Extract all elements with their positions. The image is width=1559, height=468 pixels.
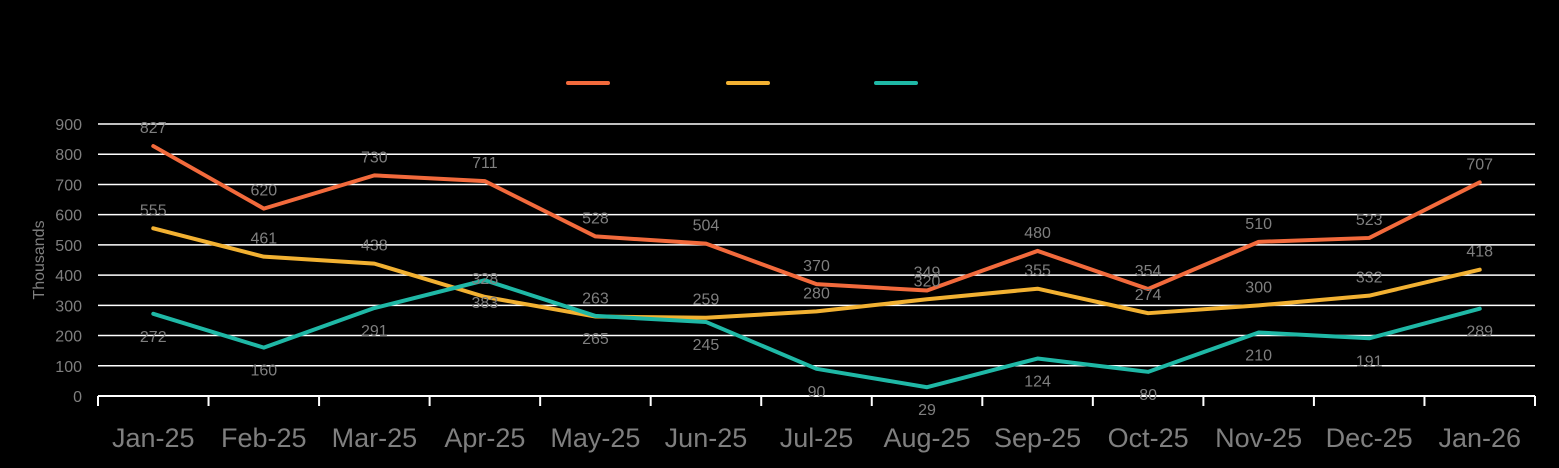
- data-label: 263: [582, 291, 609, 308]
- data-label: 354: [1135, 263, 1162, 280]
- data-label: 274: [1135, 287, 1162, 304]
- x-tick-label: May-25: [550, 423, 640, 453]
- y-tick-label: 400: [55, 268, 82, 285]
- data-label: 528: [582, 210, 609, 227]
- y-tick-label: 700: [55, 177, 82, 194]
- x-tick-label: Jan-25: [112, 423, 195, 453]
- data-label: 280: [803, 285, 830, 302]
- x-tick-label: Nov-25: [1215, 423, 1302, 453]
- data-label: 245: [693, 337, 720, 354]
- data-label: 620: [250, 183, 277, 200]
- data-label: 291: [361, 323, 388, 340]
- y-axis-ticks: 0 100 200 300 400 500 600 700 800 900: [55, 117, 82, 406]
- x-axis: Jan-25 Feb-25 Mar-25 Apr-25 May-25 Jun-25 Jul-…: [97, 395, 1536, 453]
- data-label: 289: [1466, 324, 1493, 341]
- y-tick-label: 500: [55, 238, 82, 255]
- data-label: 504: [693, 218, 720, 235]
- data-label: 328: [472, 271, 499, 288]
- y-tick-label: 900: [55, 117, 82, 134]
- data-label: 349: [914, 265, 941, 282]
- x-tick-label: Sep-25: [994, 423, 1081, 453]
- data-label: 80: [1139, 387, 1157, 404]
- y-tick-label: 600: [55, 208, 82, 225]
- y-axis-label: Thousands: [31, 220, 48, 299]
- series-line-1: [151, 144, 1482, 293]
- x-tick-label: Jul-25: [780, 423, 854, 453]
- data-label: 259: [693, 292, 720, 309]
- data-label: 90: [808, 384, 826, 401]
- series-lines: [151, 144, 1482, 390]
- data-label: 480: [1024, 225, 1051, 242]
- y-tick-label: 800: [55, 147, 82, 164]
- data-label: 730: [361, 149, 388, 166]
- y-tick-label: 200: [55, 329, 82, 346]
- data-label: 272: [140, 329, 167, 346]
- data-label: 711: [472, 155, 498, 172]
- x-tick-label: Aug-25: [883, 423, 970, 453]
- data-label: 523: [1356, 212, 1383, 229]
- x-tick-label: Mar-25: [332, 423, 418, 453]
- x-tick-label: Jun-25: [665, 423, 748, 453]
- data-label: 370: [803, 258, 830, 275]
- x-tick-label: Oct-25: [1108, 423, 1189, 453]
- data-label: 461: [250, 231, 277, 248]
- data-label: 510: [1245, 216, 1272, 233]
- data-label: 418: [1466, 244, 1493, 261]
- data-label: 124: [1024, 374, 1051, 391]
- x-tick-label: Feb-25: [221, 423, 307, 453]
- data-label: 332: [1356, 270, 1383, 287]
- series-line-2: [151, 226, 1482, 320]
- data-label: 300: [1245, 279, 1272, 296]
- data-label: 29: [918, 402, 936, 419]
- data-label: 355: [1024, 263, 1051, 280]
- series-line-3: [151, 278, 1482, 390]
- y-tick-label: 300: [55, 298, 82, 315]
- x-tick-label: Dec-25: [1326, 423, 1413, 453]
- data-label: 320: [914, 273, 941, 290]
- data-label: 383: [472, 295, 499, 312]
- data-labels: 827 620 730 711 528 504 370 349 480 354 510 523 707 5…: [140, 120, 1493, 419]
- data-label: 210: [1245, 348, 1272, 365]
- data-label: 265: [582, 331, 609, 348]
- data-label: 160: [250, 363, 277, 380]
- y-tick-label: 100: [55, 359, 82, 376]
- x-tick-label: Jan-26: [1438, 423, 1521, 453]
- data-label: 827: [140, 120, 167, 137]
- y-tick-label: 0: [73, 389, 82, 406]
- gridlines: [98, 123, 1535, 367]
- data-label: 438: [361, 238, 388, 255]
- x-tick-label: Apr-25: [444, 423, 525, 453]
- data-label: 707: [1466, 156, 1493, 173]
- data-label: 555: [140, 202, 167, 219]
- data-label: 191: [1356, 353, 1383, 370]
